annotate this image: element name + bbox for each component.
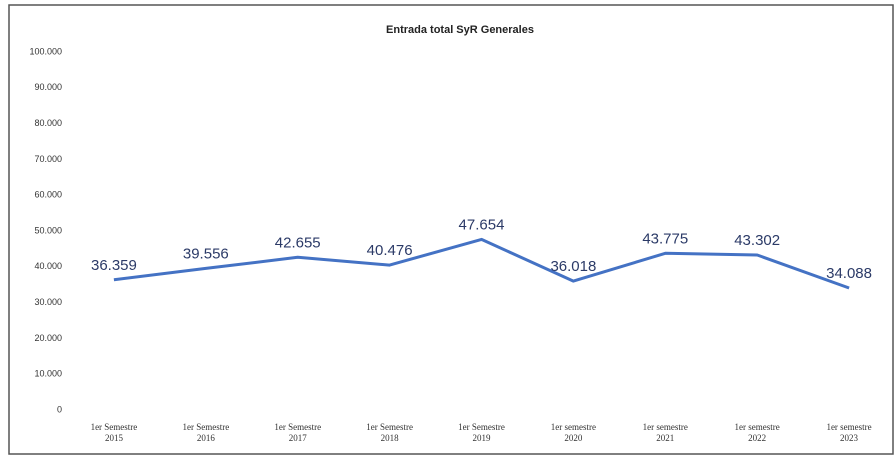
data-label: 40.476 [367, 242, 413, 259]
x-tick-label: 1er semestre 2023 [826, 422, 871, 443]
series-line [113, 237, 850, 290]
data-label: 39.556 [183, 245, 229, 262]
chart-title: Entrada total SyR Generales [386, 24, 534, 36]
y-tick-label: 20.000 [34, 333, 62, 343]
x-tick-label: 1er Semestre 2017 [274, 422, 321, 443]
y-tick-label: 100.000 [29, 46, 62, 56]
y-tick-label: 70.000 [34, 154, 62, 164]
y-tick-label: 0 [57, 404, 62, 414]
x-tick-label: 1er Semestre 2016 [182, 422, 229, 443]
y-tick-label: 90.000 [34, 82, 62, 92]
x-tick-label: 1er semestre 2022 [735, 422, 780, 443]
y-tick-label: 40.000 [34, 261, 62, 271]
y-tick-label: 60.000 [34, 190, 62, 200]
x-tick-label: 1er semestre 2021 [643, 422, 688, 443]
x-tick-label: 1er Semestre 2018 [366, 422, 413, 443]
y-tick-label: 50.000 [34, 225, 62, 235]
data-label: 47.654 [459, 216, 505, 233]
data-label: 43.302 [734, 232, 780, 249]
data-label: 42.655 [275, 234, 321, 251]
x-tick-label: 1er Semestre 2019 [458, 422, 505, 443]
data-label: 34.088 [826, 265, 872, 282]
data-label: 43.775 [642, 230, 688, 247]
y-tick-label: 80.000 [34, 118, 62, 128]
chart-frame [8, 4, 894, 455]
data-label: 36.018 [550, 258, 596, 275]
x-tick-label: 1er semestre 2020 [551, 422, 596, 443]
y-tick-label: 10.000 [34, 369, 62, 379]
data-label: 36.359 [91, 257, 137, 274]
x-tick-label: 1er Semestre 2015 [91, 422, 138, 443]
y-tick-label: 30.000 [34, 297, 62, 307]
